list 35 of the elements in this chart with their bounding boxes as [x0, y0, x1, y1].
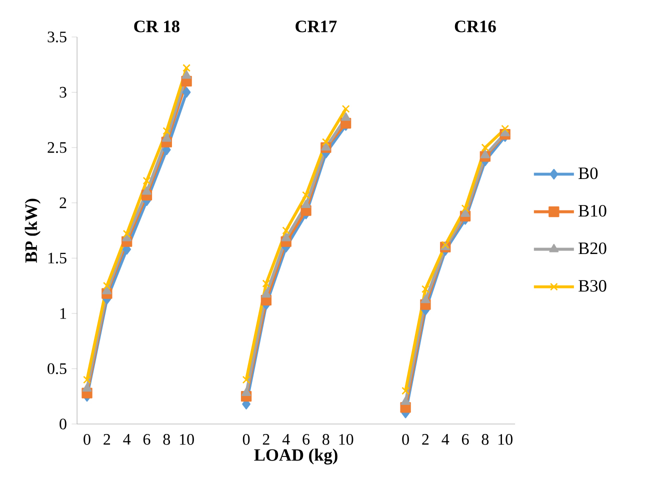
x-tick-label: 0 [84, 434, 90, 445]
x-tick-label: 10 [339, 434, 354, 445]
x-tick-label: 6 [302, 434, 310, 445]
y-axis-title: BP (kW) [24, 198, 41, 263]
legend-label: B30 [578, 280, 606, 292]
x-axis-title: LOAD (kg) [254, 448, 338, 464]
x-tick-label: 8 [482, 434, 489, 445]
x-tick-label: 0 [242, 434, 250, 445]
x-tick-label: 8 [163, 434, 170, 445]
x-tick-label: 6 [462, 434, 469, 445]
text: CR17 [296, 20, 337, 32]
x-tick-label: 10 [498, 434, 512, 445]
text: CR 18 [134, 20, 180, 32]
x-tick-label: 4 [282, 434, 290, 445]
y-tick-label: 1 [60, 308, 66, 319]
y-tick-label: 1.5 [48, 252, 66, 264]
y-tick-label: 2.5 [48, 142, 66, 153]
x-tick-label: 4 [442, 434, 450, 445]
y-tick-label: 3 [60, 86, 66, 98]
x-tick-label: 0 [402, 434, 409, 445]
y-tick-label: 3.5 [48, 32, 66, 42]
x-tick-label: 2 [422, 434, 429, 445]
legend-label: B0 [578, 167, 598, 180]
legend-label: B10 [578, 204, 606, 217]
y-tick-label: 0 [60, 418, 66, 430]
y-tick-label: 0.5 [48, 363, 66, 374]
x-tick-label: 4 [123, 434, 131, 445]
x-tick-label: 2 [262, 434, 270, 445]
x-tick-label: 2 [104, 434, 110, 445]
legend-label: B20 [578, 242, 606, 254]
x-tick-label: 10 [180, 434, 194, 445]
text: CR16 [454, 20, 496, 32]
x-tick-label: 8 [322, 434, 330, 445]
x-tick-label: 6 [143, 434, 150, 445]
y-tick-label: 2 [60, 198, 66, 208]
